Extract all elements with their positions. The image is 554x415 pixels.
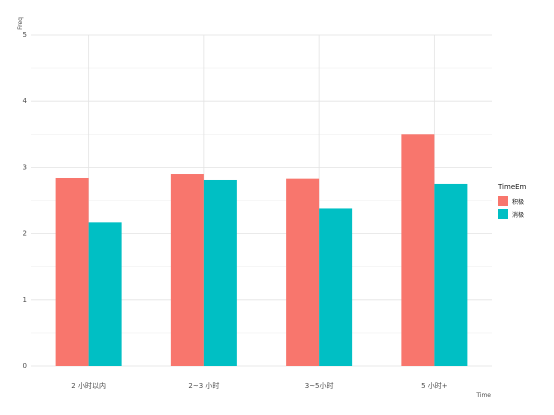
bar-negative [203,179,237,366]
legend-title: TimeEm [498,183,527,191]
bar-positive [170,174,204,366]
x-tick-label: 5 小时+ [421,381,448,390]
y-tick-label: 5 [23,31,27,39]
y-tick-label: 3 [23,163,27,171]
x-tick-label: 2 小时以内 [71,381,106,390]
x-tick-label: 3~5小时 [305,381,334,390]
x-tick-labels: 2 小时以内 2~3 小时 3~5小时 5 小时+ [71,381,447,390]
legend-label-positive: 积极 [512,198,525,206]
bar-positive [55,177,89,366]
y-tick-label: 1 [23,296,27,304]
bar-positive [401,134,435,366]
y-tick-label: 2 [23,230,27,238]
y-tick-label: 4 [23,97,28,105]
bar-negative [88,222,122,366]
legend-item-positive: 积极 [498,195,526,207]
bar-positive [286,178,320,366]
y-tick-labels: 0 1 2 3 4 5 [23,31,28,370]
legend: TimeEm 积极 消极 [498,183,526,221]
x-tick-label: 2~3 小时 [188,381,219,390]
y-tick-label: 0 [23,362,27,370]
bars [55,134,468,366]
bar-negative [319,208,353,366]
legend-key-negative [498,209,508,219]
legend-key-positive [498,196,508,206]
y-axis-label: Freq [17,17,24,30]
legend-item-negative: 消极 [498,208,526,220]
legend-label-negative: 消极 [512,211,525,219]
bar-negative [434,183,468,366]
x-axis-label: Time [475,392,491,399]
